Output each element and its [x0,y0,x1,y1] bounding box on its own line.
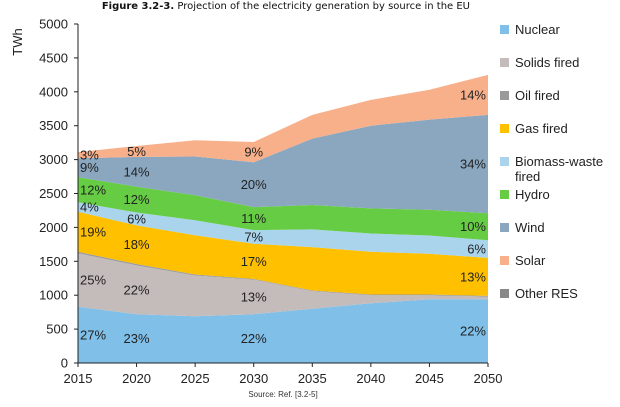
data-label-solar-2015: 3% [80,148,99,163]
legend-label-other-res: Other RES [515,286,578,301]
data-label-solar-2030: 9% [244,145,263,160]
legend-swatch-solids-fired [500,58,509,67]
y-tick-label: 5000 [39,17,68,32]
data-label-hydro-2015: 12% [80,182,106,197]
legend-swatch-other-res [500,289,509,298]
x-tick-label: 2035 [298,371,327,386]
x-tick-label: 2050 [474,371,503,386]
data-label-hydro-2050: 10% [460,219,486,234]
y-tick-label: 2000 [39,220,68,235]
data-label-solar-2050: 14% [460,87,486,102]
chart-source: Source: Ref. [3.2-5] [248,390,317,399]
data-label-gas-fired-2050: 13% [460,269,486,284]
legend-label-gas-fired: Gas fired [515,121,568,136]
x-tick-label: 2045 [415,371,444,386]
area-wind [78,114,488,214]
x-ticks: 2015 2020 2025 2030 2035 2040 2045 2050 [64,363,503,386]
data-label-gas-fired-2030: 17% [241,254,267,269]
data-label-hydro-2020: 12% [124,192,150,207]
data-label-wind-2050: 34% [460,157,486,172]
area-solids-fired [78,253,488,317]
legend-label-oil-fired: Oil fired [515,88,560,103]
area-hydro [78,177,488,241]
area-gas-fired [78,211,488,296]
area-solar [78,74,488,163]
y-tick-label: 3500 [39,118,68,133]
x-tick-label: 2015 [64,371,93,386]
y-tick-label: 4000 [39,84,68,99]
legend-label-wind: Wind [515,220,545,235]
data-label-biomass-waste-fired-2015: 4% [80,200,99,215]
data-label-hydro-2030: 11% [241,211,266,226]
data-label-biomass-waste-fired-2020: 6% [127,211,146,226]
legend-swatch-solar [500,256,509,265]
data-label-biomass-waste-fired-2030: 7% [244,229,263,244]
legend-label-nuclear: Nuclear [515,22,560,37]
x-tick-label: 2020 [122,371,151,386]
y-tick-label: 0 [61,356,68,371]
data-label-solids-fired-2015: 25% [80,272,106,287]
y-tick-label: 1500 [39,254,68,269]
chart-figure-label: Figure 3.2-3. [102,1,174,12]
x-tick-label: 2040 [356,371,385,386]
data-label-nuclear-2030: 22% [241,331,267,346]
y-axis-label: TWh [10,28,25,55]
y-tick-label: 500 [46,322,68,337]
y-tick-label: 1000 [39,288,68,303]
data-label-nuclear-2015: 27% [80,327,106,342]
legend-label-biomass-waste-fired: Biomass-waste fired [515,154,603,184]
data-label-wind-2030: 20% [241,177,267,192]
x-tick-label: 2025 [181,371,210,386]
y-ticks: 0 500 1000 1500 2000 2500 3000 3500 4000 4500 5000 [39,17,78,371]
legend: Nuclear Solids fired Oil fired Gas fired Bio… [500,22,603,301]
y-tick-label: 2500 [39,186,68,201]
data-label-gas-fired-2020: 18% [124,237,150,252]
data-label-nuclear-2050: 22% [460,324,486,339]
data-label-nuclear-2020: 23% [124,331,150,346]
legend-label-solar: Solar [515,253,546,268]
plot-areas [78,74,488,363]
data-label-wind-2015: 9% [80,160,99,175]
legend-swatch-hydro [500,190,509,199]
chart-title-text: Projection of the electricity generation… [177,1,470,12]
y-tick-label: 4500 [39,50,68,65]
y-tick-label: 3000 [39,152,68,167]
legend-label-hydro: Hydro [515,187,550,202]
area-biomass-waste-fired [78,202,488,258]
legend-label-solids-fired: Solids fired [515,55,579,70]
data-label-solar-2020: 5% [127,144,146,159]
area-nuclear [78,299,488,363]
data-label-solids-fired-2020: 22% [124,282,150,297]
legend-swatch-nuclear [500,25,509,34]
data-labels: 27% 23% 22% 22% 25% 22% 13% 19% 18% 17% 13% 4% 6% 7% 6… [80,87,486,346]
chart-title: Figure 3.2-3. Projection of the electric… [102,1,470,12]
x-tick-label: 2030 [239,371,268,386]
legend-swatch-oil-fired [500,91,509,100]
legend-swatch-biomass-waste-fired [500,157,509,166]
data-label-biomass-waste-fired-2050: 6% [467,242,486,257]
data-label-solids-fired-2030: 13% [241,289,267,304]
legend-swatch-wind [500,223,509,232]
legend-swatch-gas-fired [500,124,509,133]
data-label-gas-fired-2015: 19% [80,224,106,239]
data-label-wind-2020: 14% [124,164,150,179]
